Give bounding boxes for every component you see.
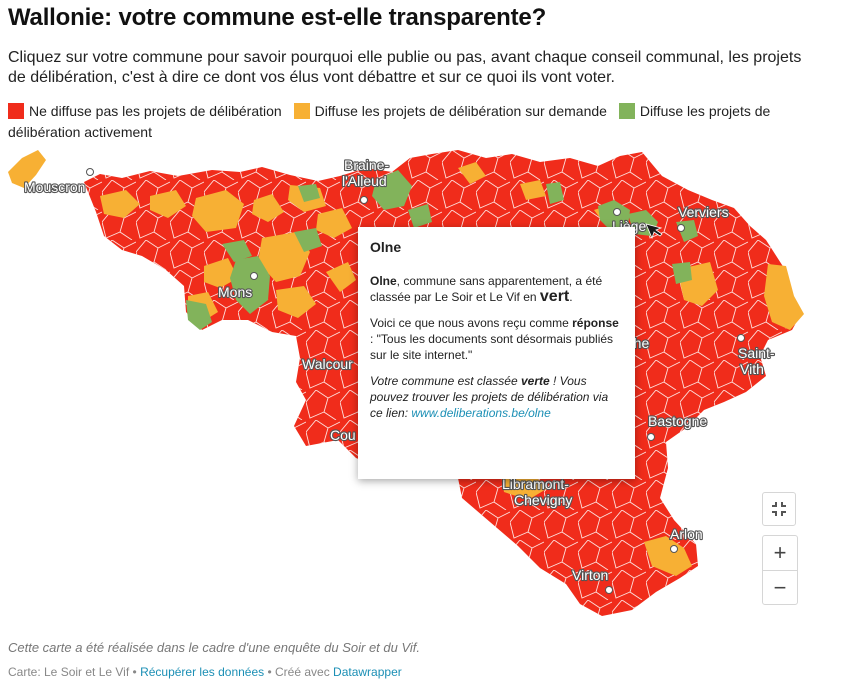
zoom-in-button[interactable]: + (773, 540, 787, 565)
legend: Ne diffuse pas les projets de délibérati… (8, 101, 828, 143)
intro-text: Cliquez sur votre commune pour savoir po… (8, 49, 802, 86)
legend-item-red: Ne diffuse pas les projets de délibérati… (8, 103, 282, 119)
tooltip-class: vert (539, 288, 570, 305)
legend-item-orange: Diffuse les projets de délibération sur … (293, 103, 607, 119)
tooltip-p3-c: ! Vous pouvez trouver les projets de dél… (370, 374, 609, 420)
city-label-arlon: Arlon (670, 526, 703, 542)
footer-sep-1: • (129, 665, 141, 679)
tooltip-commune-name: Olne (370, 274, 397, 288)
city-markers (86, 168, 745, 594)
city-label-saint-vith-1: Saint- (738, 345, 775, 361)
fullscreen-button[interactable] (762, 492, 796, 526)
tooltip-title: Olne (370, 239, 402, 255)
city-label-libramont-2: Chevigny (514, 492, 572, 508)
legend-item-green: Diffuse les projets de délibération acti… (8, 103, 770, 140)
legend-swatch-green (618, 103, 635, 119)
communes-active[interactable] (186, 170, 698, 330)
tooltip-response-quote: : "Tous les documents sont désormais pub… (370, 332, 614, 362)
tooltip-p1-text: , commune sans apparentement, a été clas… (370, 274, 603, 304)
mouscron-commune[interactable] (8, 150, 46, 188)
tooltip-p3-a: Votre commune est classée (370, 374, 521, 388)
footer: Carte: Le Soir et Le Vif • Récupérer les… (8, 665, 402, 679)
legend-swatch-red (8, 103, 24, 119)
city-label-saint-vith-2: Vith (740, 361, 764, 377)
zoom-controls: + − (762, 535, 798, 605)
tooltip-p1-end: . (569, 290, 573, 304)
collapse-icon (772, 502, 786, 516)
communes-on-demand[interactable] (100, 162, 804, 576)
legend-label-red: Ne diffuse pas les projets de délibérati… (29, 103, 282, 119)
tooltip-link[interactable]: www.deliberations.be/olne (411, 406, 551, 420)
city-label-walcourt: Walcour (302, 356, 353, 372)
legend-label-green: Diffuse les projets de délibération acti… (8, 103, 771, 140)
commune-tooltip: Olne Olne, commune sans apparentement, a… (358, 227, 635, 479)
city-label-verviers: Verviers (678, 204, 729, 220)
city-label-couvin: Cou (330, 427, 356, 443)
tooltip-response: Voici ce que nous avons reçu comme répon… (370, 315, 624, 363)
page-title: Wallonie: votre commune est-elle transpa… (8, 4, 547, 31)
city-label-virton: Virton (572, 567, 608, 583)
footer-made-with: Créé avec (275, 665, 334, 679)
legend-label-orange: Diffuse les projets de délibération sur … (314, 103, 607, 119)
city-label-libramont-1: Libramont- (502, 476, 569, 492)
download-data-link[interactable]: Récupérer les données (140, 665, 265, 679)
tooltip-p2-text: Voici ce que nous avons reçu comme (370, 316, 573, 330)
city-label-braine-2: l'Alleud (342, 173, 387, 189)
tooltip-conclusion: Votre commune est classée verte ! Vous p… (370, 373, 624, 421)
legend-swatch-orange (293, 103, 310, 119)
city-label-mouscron: Mouscron (24, 179, 85, 195)
datawrapper-link[interactable]: Datawrapper (333, 665, 402, 679)
footer-credit: Carte: Le Soir et Le Vif (8, 665, 130, 679)
city-label-bastogne: Bastogne (648, 413, 707, 429)
city-label-braine-1: Braine- (344, 157, 389, 173)
tooltip-response-label: réponse (572, 316, 619, 330)
zoom-divider (763, 570, 797, 571)
tooltip-classification: Olne, commune sans apparentement, a été … (370, 273, 624, 305)
footer-sep-2: • (264, 665, 276, 679)
zoom-out-button[interactable]: − (773, 575, 787, 600)
map-note: Cette carte a été réalisée dans le cadre… (8, 640, 421, 655)
mouse-cursor-icon (645, 223, 663, 240)
tooltip-p3-b: verte (520, 374, 550, 388)
city-label-mons: Mons (218, 284, 252, 300)
